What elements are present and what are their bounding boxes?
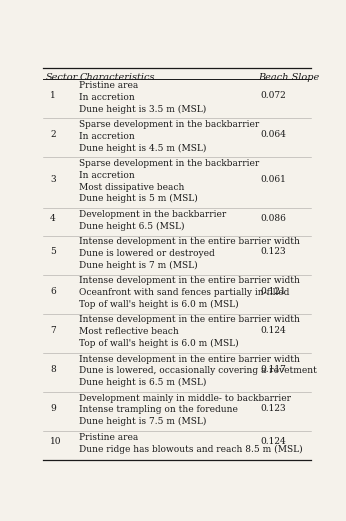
Text: 6: 6 bbox=[50, 287, 56, 295]
Text: Development in the backbarrier: Development in the backbarrier bbox=[80, 210, 227, 219]
Text: 0.086: 0.086 bbox=[261, 214, 286, 223]
Text: Top of wall's height is 6.0 m (MSL): Top of wall's height is 6.0 m (MSL) bbox=[80, 339, 239, 348]
Text: 0.121: 0.121 bbox=[261, 287, 286, 295]
Text: In accretion: In accretion bbox=[80, 132, 135, 141]
Text: 0.123: 0.123 bbox=[261, 404, 286, 413]
Text: Dune height is 3.5 m (MSL): Dune height is 3.5 m (MSL) bbox=[80, 104, 207, 114]
Text: Dune height 6.5 (MSL): Dune height 6.5 (MSL) bbox=[80, 221, 185, 231]
Text: Dune is lowered, occasionally covering a revetment: Dune is lowered, occasionally covering a… bbox=[80, 366, 317, 375]
Text: Oceanfront with sand fences partially in-filled: Oceanfront with sand fences partially in… bbox=[80, 288, 290, 297]
Text: 0.064: 0.064 bbox=[261, 130, 286, 139]
Text: 0.124: 0.124 bbox=[261, 437, 286, 446]
Text: Intense development in the entire barrier width: Intense development in the entire barrie… bbox=[80, 355, 300, 364]
Text: Intense development in the entire barrier width: Intense development in the entire barrie… bbox=[80, 316, 300, 325]
Text: Dune height is 4.5 m (MSL): Dune height is 4.5 m (MSL) bbox=[80, 143, 207, 153]
Text: Dune height is 5 m (MSL): Dune height is 5 m (MSL) bbox=[80, 194, 198, 203]
Text: Dune ridge has blowouts and reach 8.5 m (MSL): Dune ridge has blowouts and reach 8.5 m … bbox=[80, 444, 303, 454]
Text: Most reflective beach: Most reflective beach bbox=[80, 327, 179, 336]
Text: Intense development in the entire barrier width: Intense development in the entire barrie… bbox=[80, 237, 300, 246]
Text: 0.123: 0.123 bbox=[261, 247, 286, 256]
Text: 5: 5 bbox=[50, 247, 56, 256]
Text: Beach Slope: Beach Slope bbox=[258, 73, 319, 82]
Text: In accretion: In accretion bbox=[80, 171, 135, 180]
Text: 3: 3 bbox=[50, 175, 56, 184]
Text: Dune height is 7 m (MSL): Dune height is 7 m (MSL) bbox=[80, 260, 198, 270]
Text: In accretion: In accretion bbox=[80, 93, 135, 102]
Text: Top of wall's height is 6.0 m (MSL): Top of wall's height is 6.0 m (MSL) bbox=[80, 300, 239, 309]
Text: 10: 10 bbox=[50, 437, 62, 446]
Text: Sector: Sector bbox=[46, 73, 78, 82]
Text: Intense trampling on the foredune: Intense trampling on the foredune bbox=[80, 405, 238, 414]
Text: 9: 9 bbox=[50, 404, 56, 413]
Text: Pristine area: Pristine area bbox=[80, 81, 139, 90]
Text: 0.072: 0.072 bbox=[261, 91, 286, 100]
Text: Dune height is 6.5 m (MSL): Dune height is 6.5 m (MSL) bbox=[80, 378, 207, 387]
Text: Development mainly in middle- to backbarrier: Development mainly in middle- to backbar… bbox=[80, 394, 291, 403]
Text: Sparse development in the backbarrier: Sparse development in the backbarrier bbox=[80, 120, 260, 129]
Text: Pristine area: Pristine area bbox=[80, 433, 139, 442]
Text: 2: 2 bbox=[50, 130, 56, 139]
Text: 0.117: 0.117 bbox=[261, 365, 286, 374]
Text: Intense development in the entire barrier width: Intense development in the entire barrie… bbox=[80, 276, 300, 286]
Text: 8: 8 bbox=[50, 365, 56, 374]
Text: Dune is lowered or destroyed: Dune is lowered or destroyed bbox=[80, 249, 215, 258]
Text: 0.061: 0.061 bbox=[261, 175, 286, 184]
Text: 1: 1 bbox=[50, 91, 56, 100]
Text: 4: 4 bbox=[50, 214, 56, 223]
Text: Characteristics: Characteristics bbox=[80, 73, 155, 82]
Text: Sparse development in the backbarrier: Sparse development in the backbarrier bbox=[80, 159, 260, 168]
Text: 7: 7 bbox=[50, 326, 56, 334]
Text: Most dissipative beach: Most dissipative beach bbox=[80, 182, 185, 192]
Text: Dune height is 7.5 m (MSL): Dune height is 7.5 m (MSL) bbox=[80, 417, 207, 426]
Text: 0.124: 0.124 bbox=[261, 326, 286, 334]
